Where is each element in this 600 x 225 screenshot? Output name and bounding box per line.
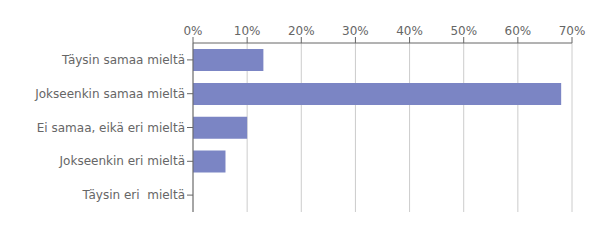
svg-text:0%: 0% bbox=[183, 24, 202, 38]
svg-text:Ei samaa, eikä eri mieltä: Ei samaa, eikä eri mieltä bbox=[37, 121, 185, 135]
svg-text:10%: 10% bbox=[234, 24, 261, 38]
svg-text:20%: 20% bbox=[288, 24, 315, 38]
svg-text:Jokseenkin eri mieltä: Jokseenkin eri mieltä bbox=[59, 154, 185, 168]
svg-text:40%: 40% bbox=[396, 24, 423, 38]
svg-text:70%: 70% bbox=[559, 24, 586, 38]
svg-text:30%: 30% bbox=[342, 24, 369, 38]
svg-text:Täysin eri mieltä: Täysin eri mieltä bbox=[82, 188, 185, 202]
svg-text:Täysin samaa mieltä: Täysin samaa mieltä bbox=[61, 53, 185, 67]
svg-text:50%: 50% bbox=[450, 24, 477, 38]
svg-text:Jokseenkin samaa mieltä: Jokseenkin samaa mieltä bbox=[34, 87, 185, 101]
svg-text:60%: 60% bbox=[505, 24, 532, 38]
